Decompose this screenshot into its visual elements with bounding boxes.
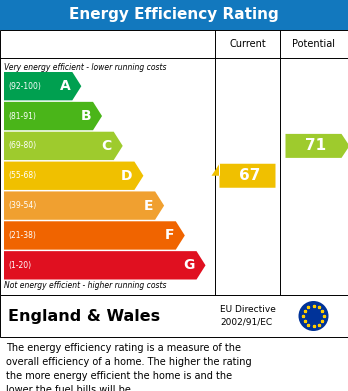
- Text: The energy efficiency rating is a measure of the
overall efficiency of a home. T: The energy efficiency rating is a measur…: [6, 343, 252, 391]
- Text: D: D: [121, 169, 132, 183]
- Text: England & Wales: England & Wales: [8, 308, 160, 323]
- Text: (39-54): (39-54): [8, 201, 36, 210]
- Text: Current: Current: [229, 39, 266, 49]
- Polygon shape: [285, 134, 348, 158]
- Text: (21-38): (21-38): [8, 231, 36, 240]
- Bar: [0, 295, 348, 337]
- Bar: [0, 30, 348, 295]
- Text: 2002/91/EC: 2002/91/EC: [220, 318, 272, 327]
- Text: Not energy efficient - higher running costs: Not energy efficient - higher running co…: [4, 280, 166, 289]
- Text: (81-91): (81-91): [8, 111, 36, 120]
- Text: F: F: [164, 228, 174, 242]
- Polygon shape: [4, 72, 81, 100]
- Text: C: C: [102, 139, 112, 153]
- Polygon shape: [4, 132, 123, 160]
- Text: (55-68): (55-68): [8, 171, 36, 180]
- Bar: [0, 0, 348, 30]
- Text: (69-80): (69-80): [8, 142, 36, 151]
- Text: A: A: [60, 79, 70, 93]
- Text: 71: 71: [305, 138, 326, 153]
- Text: Potential: Potential: [292, 39, 335, 49]
- Text: E: E: [144, 199, 153, 213]
- Text: G: G: [183, 258, 195, 272]
- Polygon shape: [4, 192, 164, 220]
- Polygon shape: [4, 102, 102, 130]
- Text: Very energy efficient - lower running costs: Very energy efficient - lower running co…: [4, 63, 166, 72]
- Polygon shape: [4, 251, 206, 280]
- Text: (92-100): (92-100): [8, 82, 41, 91]
- Text: EU Directive: EU Directive: [220, 305, 276, 314]
- Polygon shape: [4, 161, 143, 190]
- Text: Energy Efficiency Rating: Energy Efficiency Rating: [69, 7, 279, 23]
- Polygon shape: [4, 221, 185, 249]
- Text: B: B: [80, 109, 91, 123]
- Text: 67: 67: [239, 168, 260, 183]
- Polygon shape: [212, 164, 276, 188]
- Text: (1-20): (1-20): [8, 261, 31, 270]
- Circle shape: [299, 301, 329, 331]
